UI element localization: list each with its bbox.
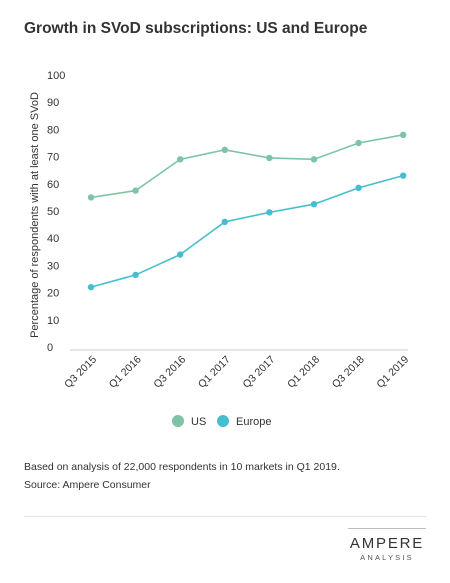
- x-tick-label: Q1 2017: [196, 354, 233, 391]
- series-lines: [90, 134, 404, 288]
- data-point-europe: [87, 283, 95, 291]
- data-point-europe: [177, 251, 184, 258]
- y-tick-label: 10: [47, 315, 59, 327]
- legend-label-europe: Europe: [236, 416, 271, 428]
- data-point-europe: [355, 184, 362, 192]
- y-tick-label: 60: [47, 179, 59, 191]
- y-tick-label: 20: [47, 288, 59, 300]
- data-point-us: [400, 131, 407, 139]
- data-point-europe: [400, 172, 407, 179]
- source-note: Source: Ampere Consumer: [24, 479, 151, 491]
- x-tick-label: Q1 2016: [107, 354, 144, 391]
- x-axis-ticks: Q3 2015 Q1 2016 Q3 2016 Q1 2017 Q3 2017 Q1 20…: [62, 354, 411, 391]
- data-point-us: [266, 154, 273, 162]
- series-points: [87, 131, 407, 291]
- data-point-us: [177, 156, 184, 163]
- y-tick-label: 70: [47, 152, 59, 164]
- y-tick-label: 30: [47, 260, 59, 272]
- x-tick-label: Q3 2015: [62, 354, 99, 391]
- data-point-europe: [310, 201, 318, 208]
- y-tick-label: 0: [47, 342, 53, 354]
- y-tick-label: 90: [47, 97, 59, 109]
- legend-label-us: US: [191, 416, 206, 428]
- data-point-europe: [132, 271, 139, 279]
- data-point-us: [87, 194, 95, 201]
- footer-divider: [24, 516, 426, 517]
- x-tick-label: Q1 2018: [285, 354, 322, 391]
- ampere-logo: AMPERE ANALYSIS: [348, 528, 426, 562]
- y-tick-label: 50: [47, 206, 59, 218]
- footnote: Based on analysis of 22,000 respondents …: [24, 461, 340, 473]
- logo-subtitle: ANALYSIS: [360, 553, 414, 562]
- data-point-us: [132, 187, 139, 194]
- logo-wordmark: AMPERE: [349, 535, 425, 552]
- y-tick-label: 80: [47, 124, 59, 136]
- data-point-us: [355, 139, 362, 147]
- y-axis-ticks: 0 10 20 30 40 50 60 70 80 90 100: [47, 70, 65, 354]
- line-chart: 0 10 20 30 40 50 60 70 80 90 100 Percentage of res…: [29, 70, 411, 428]
- legend-swatch-us: [172, 415, 184, 427]
- data-point-us: [221, 146, 228, 153]
- series-line-us: [90, 134, 404, 199]
- chart-title: Growth in SVoD subscriptions: US and Eur…: [24, 20, 368, 37]
- legend: US Europe: [172, 415, 271, 428]
- series-line-europe: [90, 174, 404, 288]
- x-tick-label: Q3 2017: [241, 354, 278, 391]
- data-point-europe: [266, 209, 273, 216]
- data-point-europe: [221, 218, 228, 226]
- data-point-us: [310, 156, 318, 163]
- x-tick-label: Q1 2019: [374, 354, 411, 391]
- y-tick-label: 40: [47, 233, 59, 245]
- legend-swatch-europe: [217, 415, 229, 427]
- y-axis-label: Percentage of respondents with at least …: [29, 92, 41, 338]
- x-tick-label: Q3 2016: [151, 354, 188, 391]
- y-tick-label: 100: [47, 70, 65, 82]
- x-tick-label: Q3 2018: [330, 354, 367, 391]
- logo-rule: [348, 528, 426, 529]
